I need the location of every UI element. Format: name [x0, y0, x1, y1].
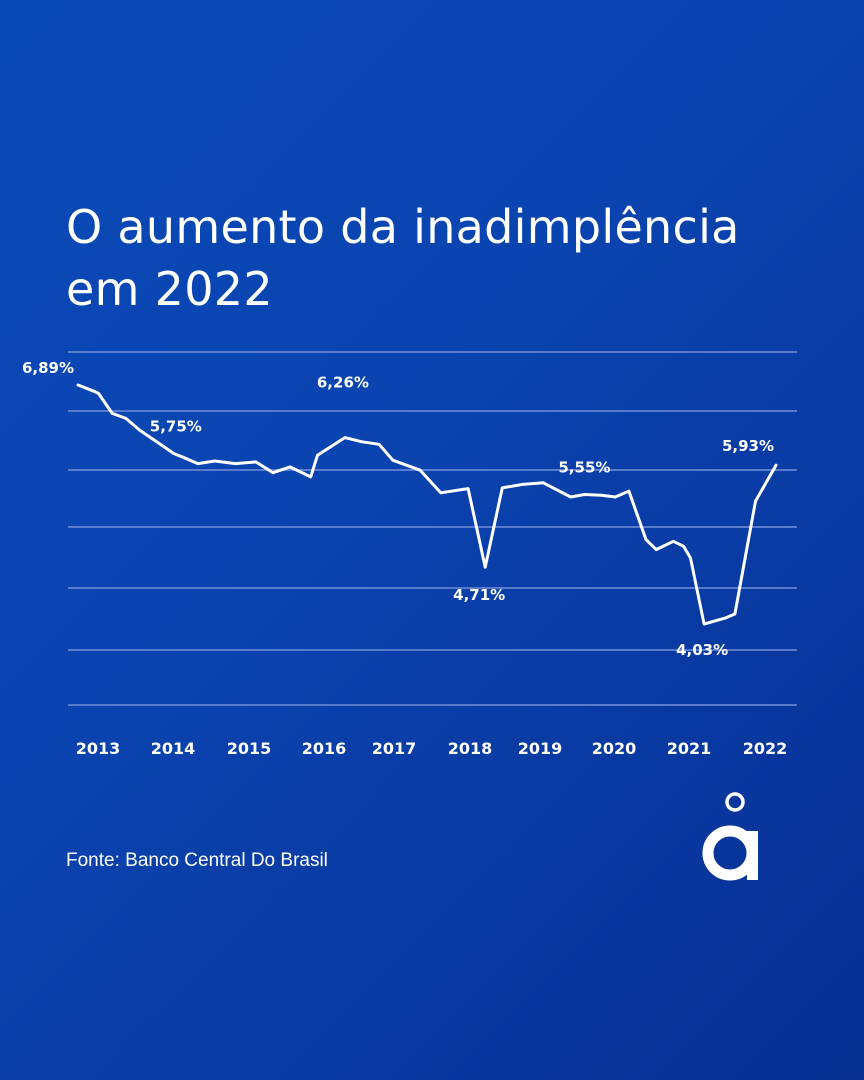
- x-tick-label: 2020: [592, 739, 637, 758]
- data-label: 6,26%: [317, 374, 369, 392]
- data-label: 4,03%: [676, 641, 728, 659]
- x-tick-label: 2021: [667, 739, 712, 758]
- chart-data-labels: 6,89% 5,75% 6,26% 4,71% 5,55% 4,03% 5,93%: [22, 359, 774, 659]
- x-tick-label: 2016: [302, 739, 347, 758]
- chart-grid: [68, 351, 797, 706]
- data-label: 5,55%: [558, 459, 610, 477]
- page-title: O aumento da inadimplência em 2022: [66, 196, 826, 320]
- title-line-2: em 2022: [66, 262, 273, 316]
- x-tick-label: 2013: [76, 739, 121, 758]
- x-tick-label: 2017: [372, 739, 417, 758]
- data-label: 5,93%: [722, 437, 774, 455]
- data-label: 5,75%: [150, 418, 202, 436]
- a-ring-logo-icon: [700, 790, 766, 886]
- line-chart: 6,89% 5,75% 6,26% 4,71% 5,55% 4,03% 5,93% 2013…: [22, 351, 797, 758]
- x-tick-label: 2018: [448, 739, 493, 758]
- x-tick-label: 2014: [151, 739, 196, 758]
- data-label: 6,89%: [22, 359, 74, 377]
- title-line-1: O aumento da inadimplência: [66, 200, 740, 254]
- source-note: Fonte: Banco Central Do Brasil: [66, 850, 328, 871]
- x-tick-label: 2015: [227, 739, 272, 758]
- x-tick-label: 2019: [518, 739, 563, 758]
- chart-series: [76, 383, 778, 626]
- x-tick-label: 2022: [743, 739, 788, 758]
- data-label: 4,71%: [453, 586, 505, 604]
- series-line-inadimplencia: [76, 383, 778, 626]
- chart-x-axis: 2013 2014 2015 2016 2017 2018 2019 2020 2021 2022: [76, 739, 788, 758]
